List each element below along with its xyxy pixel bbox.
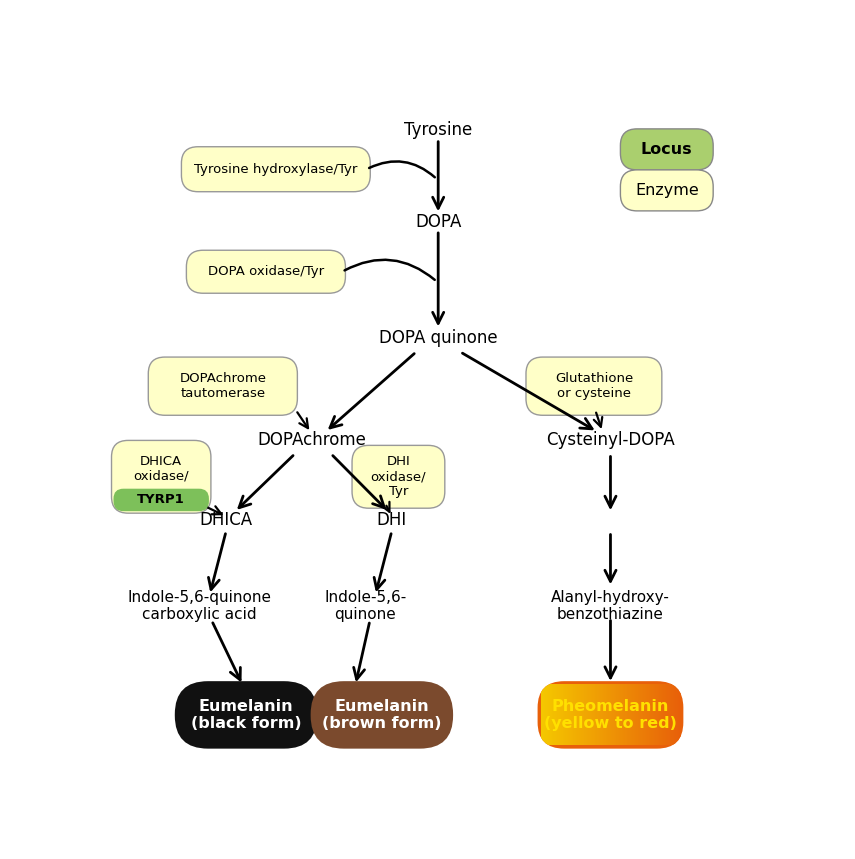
Text: Alanyl-hydroxy-
benzothiazine: Alanyl-hydroxy- benzothiazine (551, 589, 670, 622)
FancyBboxPatch shape (352, 445, 445, 509)
Text: Indole-5,6-
quinone: Indole-5,6- quinone (324, 589, 406, 622)
FancyBboxPatch shape (186, 250, 345, 293)
Text: Indole-5,6-quinone
carboxylic acid: Indole-5,6-quinone carboxylic acid (127, 589, 272, 622)
Text: Locus: Locus (641, 142, 693, 157)
FancyBboxPatch shape (526, 357, 662, 415)
FancyBboxPatch shape (310, 681, 453, 749)
Text: DHI
oxidase/
Tyr: DHI oxidase/ Tyr (370, 455, 427, 498)
FancyBboxPatch shape (114, 489, 209, 511)
FancyBboxPatch shape (621, 170, 713, 211)
Text: Tyrosine hydroxylase/Tyr: Tyrosine hydroxylase/Tyr (194, 162, 357, 176)
Text: DHI: DHI (377, 511, 407, 529)
FancyBboxPatch shape (148, 357, 298, 415)
Text: DOPAchrome
tautomerase: DOPAchrome tautomerase (180, 372, 267, 400)
FancyBboxPatch shape (538, 681, 683, 749)
Text: DHICA: DHICA (199, 511, 253, 529)
FancyBboxPatch shape (621, 129, 713, 170)
Text: Cysteinyl-DOPA: Cysteinyl-DOPA (546, 431, 675, 449)
Text: DOPAchrome: DOPAchrome (258, 431, 367, 449)
Text: Pheomelanin
(yellow to red): Pheomelanin (yellow to red) (544, 698, 677, 731)
Text: Tyrosine: Tyrosine (404, 120, 472, 138)
Text: DOPA quinone: DOPA quinone (379, 329, 498, 347)
Text: Eumelanin
(brown form): Eumelanin (brown form) (322, 698, 442, 731)
FancyBboxPatch shape (174, 681, 317, 749)
FancyBboxPatch shape (181, 147, 370, 192)
Text: DOPA oxidase/Tyr: DOPA oxidase/Tyr (208, 265, 324, 278)
Text: Enzyme: Enzyme (635, 183, 699, 198)
Text: Eumelanin
(black form): Eumelanin (black form) (191, 698, 301, 731)
Text: Glutathione
or cysteine: Glutathione or cysteine (555, 372, 633, 400)
Text: TYRP1: TYRP1 (138, 493, 185, 507)
FancyBboxPatch shape (111, 441, 211, 513)
Text: DOPA: DOPA (415, 213, 462, 231)
Text: DHICA
oxidase/: DHICA oxidase/ (133, 455, 189, 483)
